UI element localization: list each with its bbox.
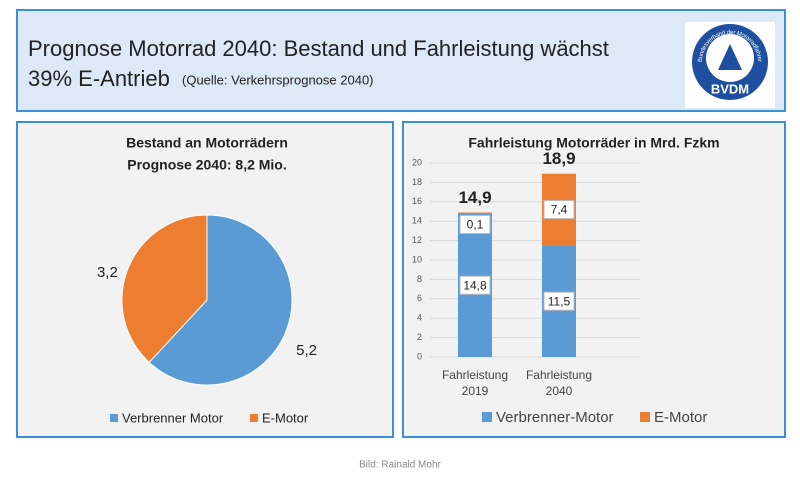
- pie-label: 3,2: [97, 264, 118, 281]
- pie-slice: [148, 214, 293, 386]
- header-subtitle: 39% E-Antrieb: [28, 66, 170, 91]
- y-tick-label: 14: [412, 216, 422, 226]
- value-label: 0,1: [467, 218, 484, 232]
- y-tick-label: 4: [417, 313, 422, 323]
- legend-label: Verbrenner-Motor: [496, 409, 614, 426]
- y-tick-label: 2: [417, 332, 422, 342]
- logo-rider: [718, 44, 742, 70]
- legend-swatch: [250, 414, 258, 422]
- y-tick-label: 6: [417, 293, 422, 303]
- header-source: (Quelle: Verkehrsprognose 2040): [182, 72, 374, 87]
- total-label: 18,9: [542, 149, 575, 168]
- legend-label: E-Motor: [654, 409, 707, 426]
- y-tick-label: 20: [412, 157, 422, 167]
- bar-segment: [458, 212, 492, 214]
- header-box: [16, 9, 786, 112]
- value-label-box: [543, 200, 575, 220]
- value-label: 14,8: [463, 278, 487, 292]
- x-tick-label: Fahrleistung 2019: [442, 368, 508, 398]
- legend-swatch: [640, 412, 650, 422]
- value-label-box: [459, 214, 491, 234]
- x-tick-label: Fahrleistung 2040: [526, 368, 592, 398]
- y-tick-label: 8: [417, 274, 422, 284]
- y-tick-label: 16: [412, 196, 422, 206]
- pie-label: 5,2: [296, 342, 317, 359]
- x-tick-line: 2019: [462, 384, 489, 398]
- legend-label: E-Motor: [262, 410, 309, 425]
- x-tick-line: Fahrleistung: [526, 368, 592, 382]
- logo-text: BVDM: [711, 81, 749, 96]
- legend-label: Verbrenner Motor: [122, 410, 224, 425]
- header-title: Prognose Motorrad 2040: Bestand und Fahr…: [28, 36, 609, 61]
- y-tick-label: 10: [412, 254, 422, 264]
- x-tick-line: Fahrleistung: [442, 368, 508, 382]
- y-tick-label: 0: [417, 351, 422, 361]
- bar-title: Fahrleistung Motorräder in Mrd. Fzkm: [468, 135, 719, 151]
- value-label: 11,5: [548, 294, 571, 308]
- value-label: 7,4: [551, 203, 568, 217]
- x-tick-line: 2040: [546, 384, 573, 398]
- pie-slice: [121, 214, 208, 364]
- y-tick-label: 18: [412, 177, 422, 187]
- legend-swatch: [482, 412, 492, 422]
- value-label-box: [459, 275, 491, 295]
- value-label-box: [543, 291, 575, 311]
- pie-title: Bestand an Motorrädern: [126, 135, 288, 151]
- y-tick-label: 12: [412, 235, 422, 245]
- credit: Bild: Rainald Mohr: [359, 460, 441, 471]
- total-label: 14,9: [458, 188, 491, 207]
- legend-swatch: [110, 414, 118, 422]
- pie-subtitle: Prognose 2040: 8,2 Mio.: [127, 157, 287, 173]
